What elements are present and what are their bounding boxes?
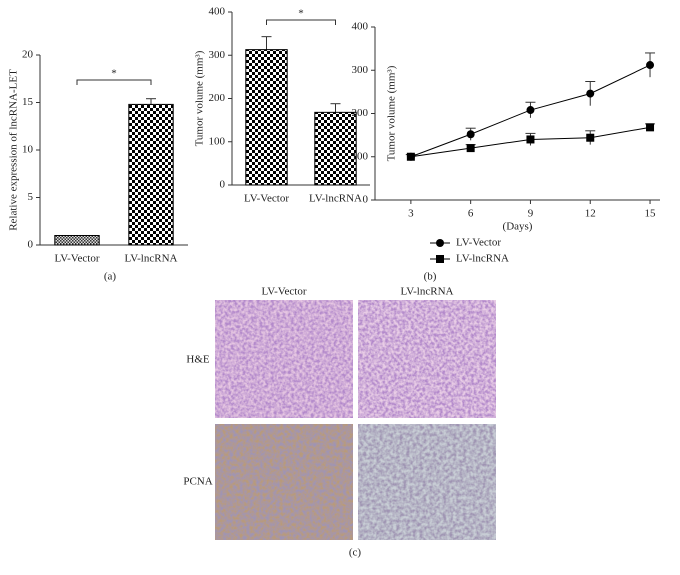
y-tick-label: 15 bbox=[22, 96, 34, 108]
micrograph bbox=[215, 424, 353, 540]
annotation: * bbox=[298, 8, 304, 20]
y-tick-label: 0 bbox=[363, 194, 369, 206]
y-axis-label: Tumor volume (mm³) bbox=[194, 50, 206, 146]
y-tick-label: 400 bbox=[352, 21, 369, 33]
y-tick-label: 100 bbox=[352, 150, 369, 162]
y-tick-label: 10 bbox=[22, 144, 34, 156]
row-label: H&E bbox=[186, 354, 210, 366]
x-tick-label: 9 bbox=[528, 208, 534, 220]
x-tick-label: 15 bbox=[645, 208, 657, 220]
legend-marker bbox=[436, 239, 444, 247]
x-tick-label: LV-Vector bbox=[54, 253, 99, 265]
micrograph bbox=[358, 300, 496, 418]
legend-marker bbox=[436, 255, 444, 263]
y-axis-label: Relative expression of lncRNA-LET bbox=[8, 69, 20, 231]
x-tick-label: LV-Vector bbox=[244, 193, 289, 205]
y-tick-label: 5 bbox=[28, 191, 34, 203]
data-point bbox=[526, 106, 535, 115]
bar bbox=[314, 111, 357, 186]
y-tick-label: 20 bbox=[22, 49, 34, 61]
x-tick-label: LV-lncRNA bbox=[309, 193, 362, 205]
significance-bracket bbox=[266, 19, 336, 25]
caption: (c) bbox=[349, 547, 362, 559]
data-point bbox=[466, 144, 475, 153]
data-point bbox=[646, 123, 655, 132]
caption: (a) bbox=[104, 271, 117, 283]
column-label: LV-lncRNA bbox=[401, 286, 454, 298]
data-point bbox=[406, 152, 415, 161]
row-label: PCNA bbox=[183, 476, 212, 488]
data-point bbox=[526, 135, 535, 144]
y-tick-label: 200 bbox=[352, 107, 369, 119]
x-axis-label: (Days) bbox=[503, 221, 533, 233]
data-point bbox=[586, 133, 595, 142]
y-tick-label: 0 bbox=[28, 239, 34, 251]
y-tick-label: 200 bbox=[209, 92, 226, 104]
legend-label: LV-Vector bbox=[456, 237, 501, 249]
legend-label: LV-lncRNA bbox=[456, 253, 509, 265]
y-axis-label: Tumor volume (mm³) bbox=[386, 65, 398, 161]
annotation: * bbox=[111, 68, 117, 80]
x-tick-label: 6 bbox=[468, 208, 474, 220]
y-tick-label: 0 bbox=[220, 179, 226, 191]
data-point bbox=[466, 130, 475, 139]
significance-bracket bbox=[76, 79, 152, 85]
data-point bbox=[586, 89, 595, 98]
y-tick-label: 300 bbox=[209, 49, 226, 61]
micrograph bbox=[358, 424, 496, 540]
y-tick-label: 400 bbox=[209, 6, 226, 18]
micrograph bbox=[215, 300, 353, 418]
x-tick-label: LV-lncRNA bbox=[125, 253, 178, 265]
bar bbox=[128, 103, 174, 246]
x-tick-label: 3 bbox=[408, 208, 414, 220]
caption: (b) bbox=[424, 271, 437, 283]
micrographs bbox=[215, 300, 496, 540]
bar bbox=[54, 235, 100, 246]
x-tick-label: 12 bbox=[585, 208, 596, 220]
data-point bbox=[646, 61, 655, 70]
y-tick-label: 300 bbox=[352, 64, 369, 76]
y-tick-label: 100 bbox=[209, 135, 226, 147]
column-label: LV-Vector bbox=[261, 286, 306, 298]
bar bbox=[245, 49, 288, 186]
